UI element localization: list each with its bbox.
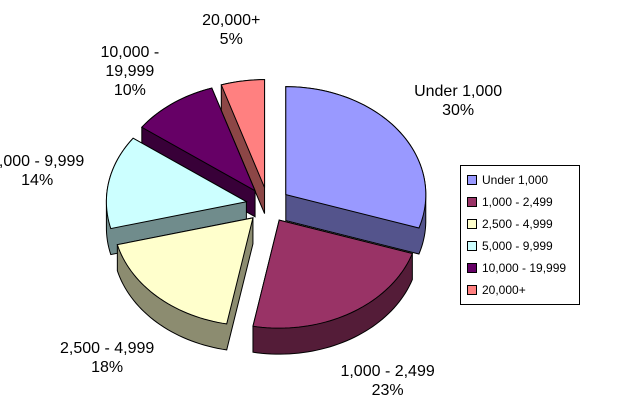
legend-swatch xyxy=(467,263,477,273)
data-label: 10,000 - 19,999 10% xyxy=(78,43,182,100)
data-label-category: 2,500 - 4,999 xyxy=(59,340,155,358)
data-label: 2,500 - 4,999 18% xyxy=(55,339,159,377)
pie-slice xyxy=(285,86,427,229)
legend-entry: 1,000 - 2,499 xyxy=(467,191,579,213)
legend-label: 20,000+ xyxy=(482,283,526,297)
data-label-category: 5,000 - 9,999 xyxy=(0,153,85,171)
data-label-value: 5% xyxy=(219,31,243,49)
legend-label: 2,500 - 4,999 xyxy=(482,217,553,231)
data-label-category: 1,000 - 2,499 xyxy=(340,363,435,381)
data-label-category: 20,000+ xyxy=(202,12,261,30)
legend-swatch xyxy=(467,197,477,207)
pie-slice xyxy=(252,219,414,329)
data-label-value: 18% xyxy=(91,359,124,377)
legend-label: 1,000 - 2,499 xyxy=(482,195,553,209)
legend-entry: Under 1,000 xyxy=(467,169,579,191)
legend-swatch xyxy=(467,285,477,295)
pie-slice xyxy=(140,87,257,192)
pie-slice xyxy=(116,217,254,325)
legend-swatch xyxy=(467,219,477,229)
legend-entry: 2,500 - 4,999 xyxy=(467,213,579,235)
legend-swatch xyxy=(467,175,477,185)
data-label-value: 30% xyxy=(442,101,475,119)
legend: Under 1,000 1,000 - 2,499 2,500 - 4,999 5,0… xyxy=(460,165,580,305)
data-label-category: Under 1,000 xyxy=(414,82,503,100)
legend-label: Under 1,000 xyxy=(482,173,549,187)
legend-entry: 5,000 - 9,999 xyxy=(467,235,579,257)
legend-label: 5,000 - 9,999 xyxy=(482,239,553,253)
legend-entry: 10,000 - 19,999 xyxy=(467,257,579,279)
legend-label: 10,000 - 19,999 xyxy=(482,261,567,275)
legend-swatch xyxy=(467,241,477,251)
pie-slice xyxy=(220,79,266,188)
data-label-value: 14% xyxy=(21,172,54,190)
data-label-category: 10,000 - 19,999 xyxy=(100,43,160,80)
data-label: 20,000+ 5% xyxy=(179,11,283,49)
pie-slice xyxy=(105,137,248,230)
data-label-value: 10% xyxy=(113,81,146,99)
data-label-value: 23% xyxy=(371,382,404,400)
data-label: Under 1,000 30% xyxy=(406,82,510,120)
legend-entry: 20,000+ xyxy=(467,279,579,301)
data-label: 1,000 - 2,499 23% xyxy=(336,362,440,400)
